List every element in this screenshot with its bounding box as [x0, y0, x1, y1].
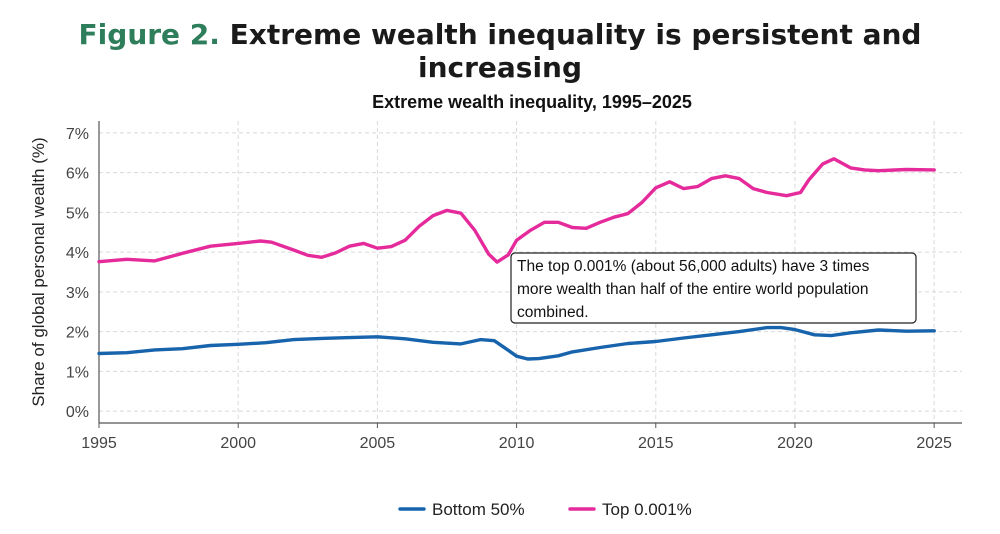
grid-lines	[98, 121, 962, 423]
y-tick-label: 5%	[66, 205, 89, 222]
axes	[98, 121, 962, 428]
y-tick-label: 3%	[66, 285, 89, 302]
tick-labels: 0% 1% 2% 3% 4% 5% 6% 7% 1995 2000 2005 2010 2015 2020…	[66, 126, 952, 452]
y-tick-label: 2%	[66, 325, 89, 342]
chart-title: Extreme wealth inequality, 1995–2025	[372, 92, 692, 112]
legend-label: Bottom 50%	[432, 500, 525, 519]
x-tick-label: 2000	[220, 435, 256, 452]
annotation: The top 0.001% (about 56,000 adults) hav…	[510, 252, 917, 324]
y-tick-label: 4%	[66, 245, 89, 262]
annotation-line-2: more wealth than half of the entire worl…	[517, 281, 869, 298]
y-tick-label: 6%	[66, 166, 89, 183]
series-line-top-0001	[97, 157, 936, 264]
annotation-line-1: The top 0.001% (about 56,000 adults) hav…	[517, 258, 870, 275]
y-tick-label: 0%	[66, 404, 89, 421]
series-lines	[97, 157, 936, 361]
x-tick-label: 2010	[499, 435, 535, 452]
annotation-line-3: combined.	[517, 304, 589, 321]
series-line-bottom-50	[97, 325, 936, 361]
annotation-box	[510, 252, 917, 324]
legend-label: Top 0.001%	[602, 500, 692, 519]
y-axis-label: Share of global personal wealth (%)	[29, 137, 48, 406]
legend: Bottom 50% Top 0.001%	[398, 500, 692, 519]
y-tick-label: 1%	[66, 364, 89, 381]
x-tick-label: 1995	[81, 435, 117, 452]
figure-title-text: Extreme wealth inequality is persistent …	[229, 18, 922, 84]
x-tick-label: 2025	[916, 435, 952, 452]
x-tick-label: 2005	[360, 435, 396, 452]
x-tick-label: 2020	[777, 435, 813, 452]
y-tick-label: 7%	[66, 126, 89, 143]
x-tick-label: 2015	[638, 435, 674, 452]
figure-title: Figure 2. Extreme wealth inequality is p…	[0, 18, 1000, 84]
figure-number: Figure 2.	[78, 18, 220, 51]
